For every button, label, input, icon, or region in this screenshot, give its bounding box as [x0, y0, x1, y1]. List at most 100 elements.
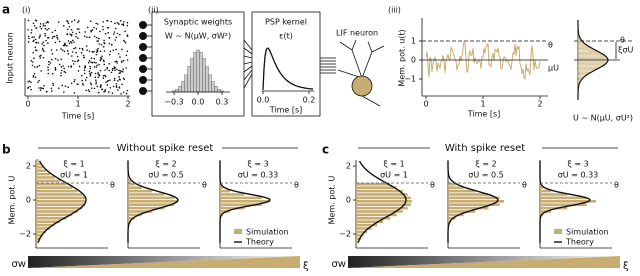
spike: [60, 69, 63, 72]
theory-curve: [37, 160, 87, 243]
spike: [45, 22, 47, 24]
sub-label: (ii): [148, 6, 159, 15]
spike: [82, 84, 84, 86]
spike: [77, 59, 80, 62]
sim-bar: [220, 183, 221, 186]
spike: [43, 85, 45, 87]
legend-label: Simulation: [566, 228, 609, 237]
axis-label: Mem. pot. u(t): [398, 29, 407, 86]
formula: ε(t): [279, 32, 293, 41]
spike: [45, 39, 47, 42]
spike: [81, 82, 84, 85]
spike: [117, 23, 120, 25]
spike: [63, 50, 66, 53]
spike: [96, 85, 99, 88]
spike: [66, 33, 68, 36]
spike: [115, 82, 118, 85]
sim-bar: [448, 193, 489, 196]
spike: [42, 41, 45, 43]
spike: [34, 46, 37, 49]
spike: [121, 48, 123, 51]
sim-bar: [448, 217, 456, 220]
spike: [69, 33, 71, 36]
spike: [57, 87, 60, 89]
spike: [91, 50, 94, 53]
spike: [51, 37, 54, 39]
spike: [109, 86, 112, 89]
spike: [110, 71, 113, 74]
sim-bar: [128, 176, 129, 179]
spike: [27, 41, 30, 43]
tick-label: 0.0: [257, 96, 270, 105]
spike: [113, 79, 116, 81]
theta-label: θ: [110, 181, 115, 190]
spike: [103, 91, 105, 93]
spike: [34, 38, 37, 41]
hist-bar: [190, 58, 194, 93]
spike: [102, 25, 104, 28]
spike: [86, 36, 88, 38]
spike: [109, 50, 112, 53]
spike: [44, 27, 47, 30]
spike: [77, 37, 79, 39]
spike: [30, 60, 33, 62]
spike: [114, 39, 117, 41]
spike: [77, 20, 80, 22]
spike: [111, 67, 114, 70]
sim-bar: [540, 206, 568, 210]
spike: [89, 67, 92, 70]
theory-curve: [447, 160, 499, 243]
panel-label: b: [2, 143, 11, 157]
sim-bar: [356, 234, 364, 237]
tick-label: −2: [19, 230, 31, 239]
sim-bar: [356, 193, 408, 196]
spike: [31, 36, 34, 38]
spike: [118, 87, 121, 89]
spike: [87, 61, 90, 64]
theta-label: θ: [522, 181, 527, 190]
spike: [126, 89, 129, 92]
spike: [77, 70, 80, 72]
legend-label: Theory: [245, 238, 274, 247]
spike: [116, 21, 119, 24]
spike: [90, 30, 92, 33]
sim-bar: [356, 196, 411, 200]
spike: [97, 40, 99, 42]
sim-bar: [36, 196, 86, 200]
spike: [61, 84, 64, 87]
xi-label: ξ = 2: [155, 160, 176, 169]
sim-bar: [448, 206, 489, 210]
spike: [102, 46, 105, 48]
sim-bar: [36, 220, 61, 223]
sim-bar: [356, 227, 372, 230]
dendrites: [337, 39, 385, 79]
spike: [122, 59, 125, 62]
neuron-label: LIF neuron: [336, 29, 378, 38]
spike: [107, 79, 109, 82]
spike: [68, 42, 71, 45]
tick-label: 2: [125, 100, 130, 109]
spike: [126, 24, 129, 27]
spike: [32, 22, 35, 25]
spike: [39, 35, 41, 38]
spike: [112, 49, 115, 51]
spike: [76, 83, 79, 85]
spike: [66, 44, 68, 47]
spike: [27, 19, 30, 22]
spike: [27, 35, 30, 38]
spike: [121, 70, 123, 72]
box-title: PSP kernel: [265, 18, 307, 27]
sim-bar: [36, 230, 46, 234]
spike: [101, 55, 103, 58]
spike: [57, 59, 59, 61]
spike: [39, 23, 42, 25]
spike: [58, 63, 61, 66]
spike: [119, 20, 122, 22]
spike: [84, 79, 87, 81]
sim-bar: [128, 217, 135, 220]
spike: [53, 35, 56, 38]
sim-bar: [128, 210, 153, 213]
spike: [63, 44, 66, 47]
tick-label: 0: [26, 196, 31, 205]
sim-bar: [356, 206, 408, 210]
